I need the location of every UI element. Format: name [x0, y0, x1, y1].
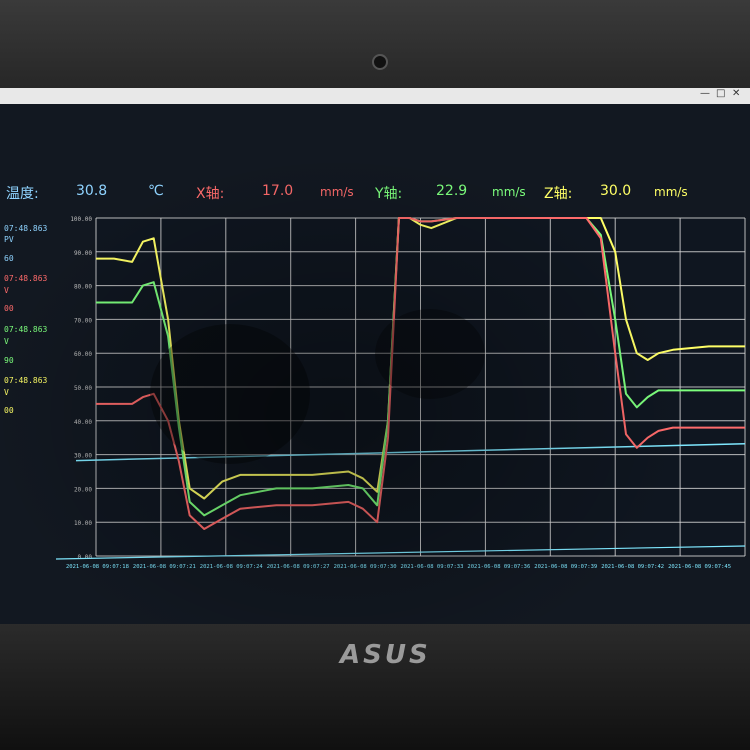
- webcam-icon: [372, 54, 388, 70]
- maximize-button[interactable]: □: [716, 88, 726, 99]
- reference-line: [75, 442, 746, 462]
- y-tick-label: 60.00: [74, 351, 92, 358]
- y-axis-label: Y轴:: [375, 186, 403, 202]
- log-entry-6: 07:48.863: [4, 325, 48, 334]
- y-tick-label: 100.00: [70, 216, 92, 223]
- temp-value: 30.8: [76, 183, 108, 199]
- x-axis-line: [55, 545, 746, 560]
- y-tick-label: 0.00: [78, 554, 93, 561]
- log-entry-3: 07:48.863: [4, 274, 48, 283]
- y-tick-label: 80.00: [74, 284, 92, 291]
- x-axis-unit: mm/s: [320, 185, 354, 199]
- x-axis-value: 17.0: [262, 183, 294, 199]
- x-tick-label: 2021-06-08 09:07:21: [133, 564, 196, 570]
- x-tick-label: 2021-06-08 09:07:45: [668, 564, 731, 570]
- y-tick-label: 50.00: [74, 385, 92, 392]
- window-titlebar: — □ ✕: [0, 88, 750, 104]
- y-tick-label: 10.00: [74, 520, 92, 527]
- z-axis-label: Z轴:: [544, 186, 573, 202]
- x-tick-label: 2021-06-08 09:07:30: [334, 564, 397, 570]
- x-tick-label: 2021-06-08 09:07:39: [534, 564, 597, 570]
- app-screen: 温度: 30.8 ℃ X轴: 17.0 mm/s Y轴: 22.9 mm/s Z…: [0, 104, 750, 624]
- brand-logo: ASUS: [340, 640, 431, 670]
- log-entry-4: V: [4, 286, 9, 295]
- y-axis-unit: mm/s: [492, 185, 526, 199]
- log-entry-9: 07:48.863: [4, 376, 48, 385]
- velocity-chart: 0.00 10.00 20.00 30.00 40.00 50.00 60.00 70.00 8…: [55, 216, 746, 570]
- log-entry-0: 07:48.863: [4, 224, 48, 233]
- y-tick-label: 90.00: [74, 250, 92, 257]
- reflection-shadow: [375, 309, 485, 399]
- log-entry-10: V: [4, 388, 9, 397]
- x-tick-label: 2021-06-08 09:07:36: [467, 564, 530, 570]
- log-entry-2: 60: [4, 254, 14, 263]
- x-tick-label: 2021-06-08 09:07:18: [66, 564, 129, 570]
- y-axis-value: 22.9: [436, 183, 468, 199]
- reflection-shadow: [150, 324, 310, 464]
- log-entry-8: 90: [4, 356, 14, 365]
- y-tick-label: 20.00: [74, 486, 92, 493]
- laptop-bezel-bottom: ASUS: [0, 624, 750, 750]
- log-entry-1: PV: [4, 235, 14, 244]
- minimize-button[interactable]: —: [700, 88, 710, 99]
- y-tick-label: 40.00: [74, 419, 92, 426]
- x-tick-label: 2021-06-08 09:07:27: [267, 564, 330, 570]
- log-entry-7: V: [4, 337, 9, 346]
- x-tick-label: 2021-06-08 09:07:24: [200, 564, 264, 570]
- z-axis-value: 30.0: [600, 183, 632, 199]
- z-axis-unit: mm/s: [654, 185, 688, 199]
- y-tick-label: 70.00: [74, 317, 92, 324]
- x-tick-label: 2021-06-08 09:07:33: [401, 564, 464, 570]
- temp-unit: ℃: [148, 183, 164, 199]
- log-entry-11: 00: [4, 406, 14, 415]
- x-tick-label: 2021-06-08 09:07:42: [601, 564, 664, 570]
- log-entry-5: 00: [4, 304, 14, 313]
- series-line-2: [96, 217, 745, 530]
- laptop-bezel-top: [0, 0, 750, 92]
- temp-label: 温度:: [6, 186, 39, 202]
- close-button[interactable]: ✕: [732, 88, 741, 99]
- y-tick-label: 30.00: [74, 453, 92, 460]
- x-axis-label: X轴:: [196, 186, 225, 202]
